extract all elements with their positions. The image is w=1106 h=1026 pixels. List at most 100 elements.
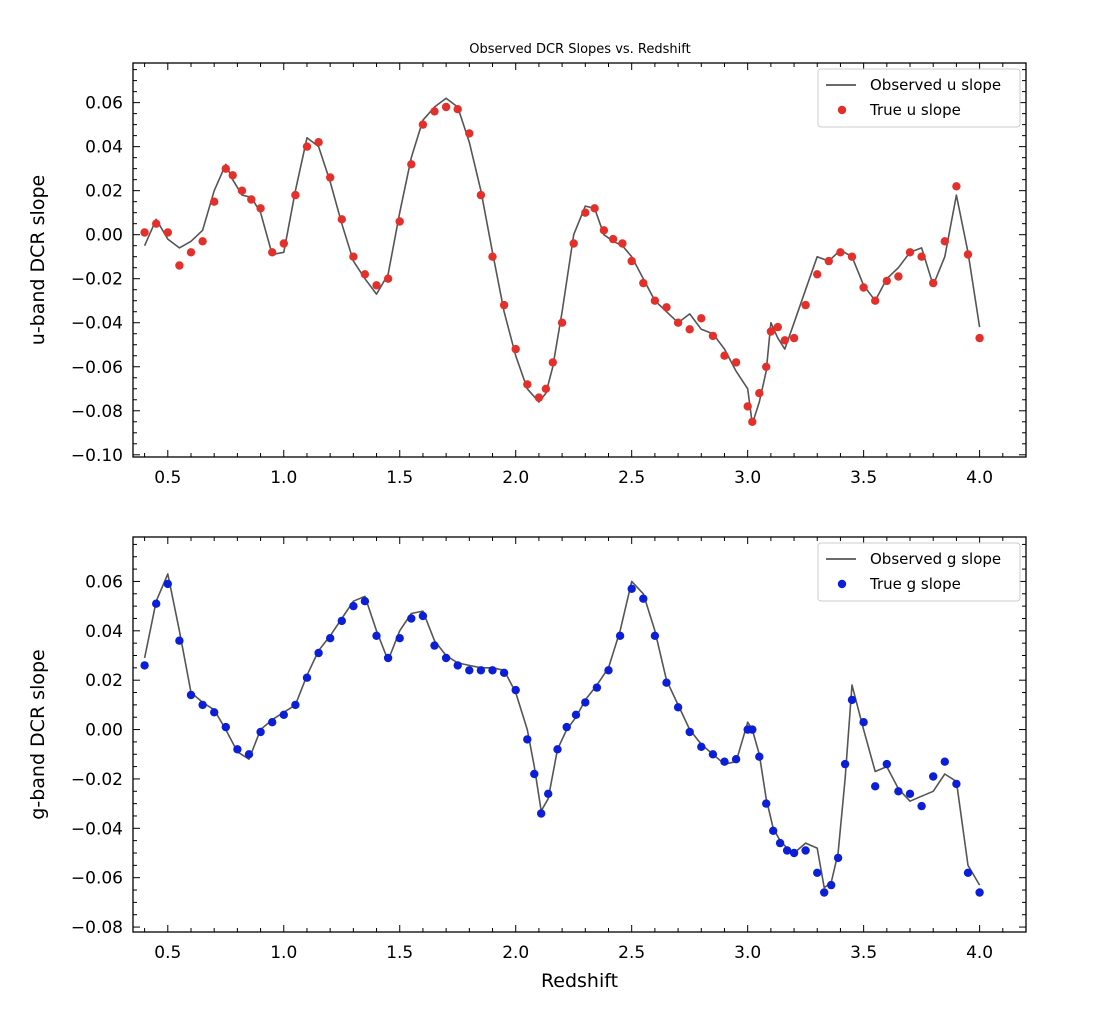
true-slope-point bbox=[430, 107, 439, 116]
true-slope-point bbox=[383, 653, 393, 663]
true-slope-point bbox=[175, 636, 184, 645]
true-slope-point bbox=[488, 252, 497, 261]
true-slope-point bbox=[163, 579, 172, 589]
true-slope-point bbox=[395, 217, 404, 226]
true-slope-point bbox=[882, 759, 891, 769]
true-slope-point bbox=[326, 634, 335, 643]
true-slope-point bbox=[430, 641, 439, 650]
true-slope-point bbox=[152, 219, 161, 228]
legend-marker-swatch bbox=[837, 579, 847, 589]
true-slope-point bbox=[291, 190, 300, 200]
true-slope-point bbox=[833, 853, 843, 863]
y-tick-label: 0.06 bbox=[85, 94, 123, 114]
true-slope-point bbox=[755, 752, 764, 761]
y-tick-label: −0.04 bbox=[71, 314, 123, 334]
x-tick-label: 2.0 bbox=[502, 468, 529, 488]
true-slope-point bbox=[544, 789, 553, 798]
true-slope-point bbox=[530, 769, 539, 779]
y-tick-label: −0.06 bbox=[71, 869, 123, 889]
true-slope-point bbox=[894, 787, 903, 796]
true-slope-point bbox=[720, 351, 729, 360]
true-slope-point bbox=[782, 846, 792, 855]
true-slope-point bbox=[599, 226, 609, 235]
true-slope-point bbox=[685, 325, 694, 334]
true-slope-point bbox=[537, 809, 546, 818]
legend-entry-label: True u slope bbox=[869, 101, 961, 119]
true-slope-point bbox=[789, 333, 799, 343]
y-tick-label: 0.00 bbox=[85, 226, 123, 246]
x-axis-label: Redshift bbox=[541, 970, 618, 992]
true-slope-point bbox=[813, 270, 822, 279]
true-slope-point bbox=[152, 599, 161, 608]
true-slope-point bbox=[499, 668, 509, 677]
y-tick-label: 0.02 bbox=[85, 182, 123, 202]
axes-frame bbox=[132, 536, 1027, 933]
true-slope-point bbox=[407, 160, 416, 169]
true-slope-point bbox=[372, 281, 381, 290]
y-tick-label: 0.04 bbox=[85, 622, 123, 642]
true-slope-point bbox=[140, 661, 149, 670]
legend: Observed g slope True g slope bbox=[817, 542, 1021, 602]
true-slope-point bbox=[186, 248, 196, 257]
true-slope-point bbox=[523, 735, 532, 744]
true-slope-point bbox=[302, 673, 312, 682]
true-slope-points bbox=[140, 579, 984, 897]
true-slope-point bbox=[917, 801, 926, 811]
true-slope-point bbox=[476, 190, 486, 200]
y-tick-label: −0.06 bbox=[71, 358, 123, 378]
true-slope-point bbox=[673, 703, 683, 712]
true-slope-point bbox=[769, 826, 778, 835]
true-slope-point bbox=[337, 215, 346, 224]
true-slope-point bbox=[836, 248, 845, 257]
true-slope-point bbox=[418, 120, 428, 129]
true-slope-point bbox=[221, 164, 230, 173]
true-slope-point bbox=[604, 666, 613, 675]
true-slope-point bbox=[755, 389, 764, 398]
true-slope-point bbox=[592, 683, 602, 692]
true-slope-point bbox=[905, 789, 915, 798]
true-slope-point bbox=[859, 718, 868, 727]
true-slope-point bbox=[175, 261, 184, 270]
true-slope-point bbox=[820, 888, 829, 897]
true-slope-point bbox=[237, 186, 247, 195]
true-slope-point bbox=[952, 779, 961, 789]
true-slope-point bbox=[541, 384, 551, 393]
true-slope-point bbox=[639, 278, 648, 288]
true-slope-point bbox=[247, 195, 256, 204]
true-slope-point bbox=[221, 722, 230, 732]
x-tick-label: 4.0 bbox=[966, 943, 993, 963]
true-slope-point bbox=[465, 129, 474, 138]
true-slope-point bbox=[871, 782, 880, 791]
true-slope-point bbox=[453, 105, 462, 114]
true-slope-point bbox=[499, 300, 509, 310]
true-slope-point bbox=[639, 594, 648, 603]
true-slope-point bbox=[488, 666, 497, 675]
true-slope-point bbox=[163, 228, 172, 237]
g-band-panel: 0.5 1.0 1.5 2.0 2.5 3.0 3.5 4.0 −0.08 −0.06 −0.04 −… bbox=[27, 536, 1027, 992]
u-band-panel: 0.5 1.0 1.5 2.0 2.5 3.0 3.5 4.0 −0.10 −0.08 −0.06 −… bbox=[27, 62, 1027, 488]
true-slope-point bbox=[801, 846, 810, 855]
figure-title: Observed DCR Slopes vs. Redshift bbox=[469, 42, 690, 57]
legend-marker-swatch bbox=[837, 105, 847, 115]
true-slope-point bbox=[894, 272, 903, 281]
true-slope-point bbox=[608, 234, 618, 244]
x-tick-label: 1.5 bbox=[386, 943, 413, 963]
true-slope-point bbox=[372, 631, 381, 640]
axes-frame bbox=[132, 62, 1027, 458]
true-slope-point bbox=[748, 417, 757, 426]
true-slope-point bbox=[847, 252, 857, 261]
true-slope-point bbox=[929, 278, 938, 288]
x-tick-label: 1.5 bbox=[386, 468, 413, 488]
true-slope-point bbox=[581, 698, 590, 707]
x-tick-label: 0.5 bbox=[154, 943, 181, 963]
true-slope-point bbox=[859, 283, 868, 292]
true-slope-point bbox=[813, 868, 822, 877]
true-slope-point bbox=[940, 757, 949, 766]
true-slope-point bbox=[748, 725, 757, 734]
true-slope-point bbox=[326, 173, 335, 182]
true-slope-point bbox=[349, 601, 358, 611]
true-slope-point bbox=[511, 344, 520, 354]
true-slope-point bbox=[210, 197, 219, 206]
true-slope-point bbox=[929, 772, 938, 781]
